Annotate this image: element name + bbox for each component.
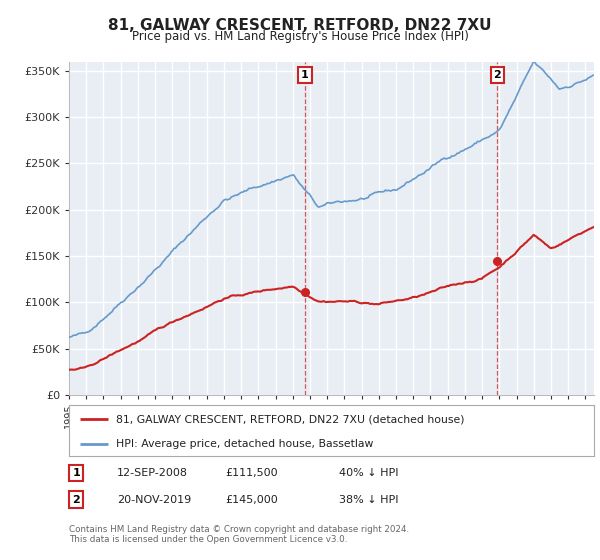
Text: 20-NOV-2019: 20-NOV-2019	[117, 494, 191, 505]
Text: Contains HM Land Registry data © Crown copyright and database right 2024.
This d: Contains HM Land Registry data © Crown c…	[69, 525, 409, 544]
Text: 40% ↓ HPI: 40% ↓ HPI	[339, 468, 398, 478]
Text: Price paid vs. HM Land Registry's House Price Index (HPI): Price paid vs. HM Land Registry's House …	[131, 30, 469, 43]
Text: 38% ↓ HPI: 38% ↓ HPI	[339, 494, 398, 505]
Text: 81, GALWAY CRESCENT, RETFORD, DN22 7XU (detached house): 81, GALWAY CRESCENT, RETFORD, DN22 7XU (…	[116, 414, 465, 424]
Text: 2: 2	[494, 70, 502, 80]
Text: 1: 1	[301, 70, 309, 80]
Text: £145,000: £145,000	[225, 494, 278, 505]
Text: 1: 1	[73, 468, 80, 478]
Text: £111,500: £111,500	[225, 468, 278, 478]
Text: 81, GALWAY CRESCENT, RETFORD, DN22 7XU: 81, GALWAY CRESCENT, RETFORD, DN22 7XU	[108, 18, 492, 33]
Text: 2: 2	[73, 494, 80, 505]
Text: 12-SEP-2008: 12-SEP-2008	[117, 468, 188, 478]
Text: HPI: Average price, detached house, Bassetlaw: HPI: Average price, detached house, Bass…	[116, 438, 374, 449]
